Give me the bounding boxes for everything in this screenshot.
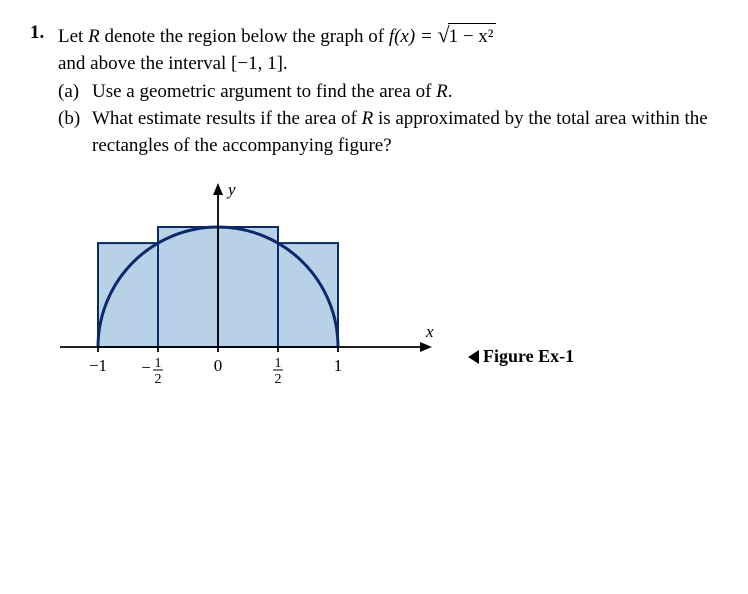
part-b: (b) What estimate results if the area of… — [58, 106, 718, 159]
x-tick-label: −1 — [89, 356, 107, 375]
text: Use a geometric argument to find the are… — [92, 81, 436, 102]
figure-caption: Figure Ex-1 — [468, 344, 574, 369]
part-label: (b) — [58, 106, 92, 159]
svg-text:2: 2 — [155, 372, 162, 387]
svg-text:1: 1 — [155, 356, 162, 371]
part-a: (a) Use a geometric argument to find the… — [58, 79, 718, 106]
svg-text:1: 1 — [275, 356, 282, 371]
riemann-rect — [278, 243, 338, 347]
parts: (a) Use a geometric argument to find the… — [58, 79, 718, 159]
x-tick-label: 0 — [214, 356, 223, 375]
x-axis-label: x — [425, 322, 434, 341]
y-axis-label: y — [226, 180, 236, 199]
fx-expr: f(x) = — [389, 26, 438, 47]
problem-number: 1. — [30, 20, 58, 159]
problem: 1. Let R denote the region below the gra… — [30, 20, 718, 159]
stem-text: Let — [58, 26, 88, 47]
figure-wrap: xy−1−120121 Figure Ex-1 — [58, 177, 718, 407]
riemann-rect — [98, 243, 158, 347]
stem-line-2: and above the interval [−1, 1]. — [58, 51, 718, 78]
riemann-rect — [218, 227, 278, 347]
y-axis-arrow-icon — [213, 183, 223, 195]
x-tick-label: 1 — [334, 356, 343, 375]
stem-line-1: Let R denote the region below the graph … — [58, 20, 718, 51]
part-text: What estimate results if the area of R i… — [92, 106, 718, 159]
problem-stem: Let R denote the region below the graph … — [58, 20, 718, 159]
svg-text:2: 2 — [275, 372, 282, 387]
stem-text: denote the region below the graph of — [100, 26, 389, 47]
sqrt-radicand: 1 − x² — [448, 23, 496, 51]
var-R: R — [436, 81, 448, 102]
triangle-left-icon — [468, 350, 479, 364]
riemann-rect — [158, 227, 218, 347]
figure-svg: xy−1−120121 — [58, 177, 438, 407]
text: . — [448, 81, 453, 102]
var-R: R — [88, 26, 100, 47]
caption-text: Figure Ex-1 — [483, 344, 574, 369]
text: What estimate results if the area of — [92, 108, 362, 129]
svg-text:−: − — [141, 358, 151, 377]
part-text: Use a geometric argument to find the are… — [92, 79, 453, 106]
x-tick-label-frac: −12 — [141, 356, 163, 387]
part-label: (a) — [58, 79, 92, 106]
var-R: R — [362, 108, 374, 129]
x-axis-arrow-icon — [420, 342, 432, 352]
x-tick-label-frac: 12 — [273, 356, 283, 387]
